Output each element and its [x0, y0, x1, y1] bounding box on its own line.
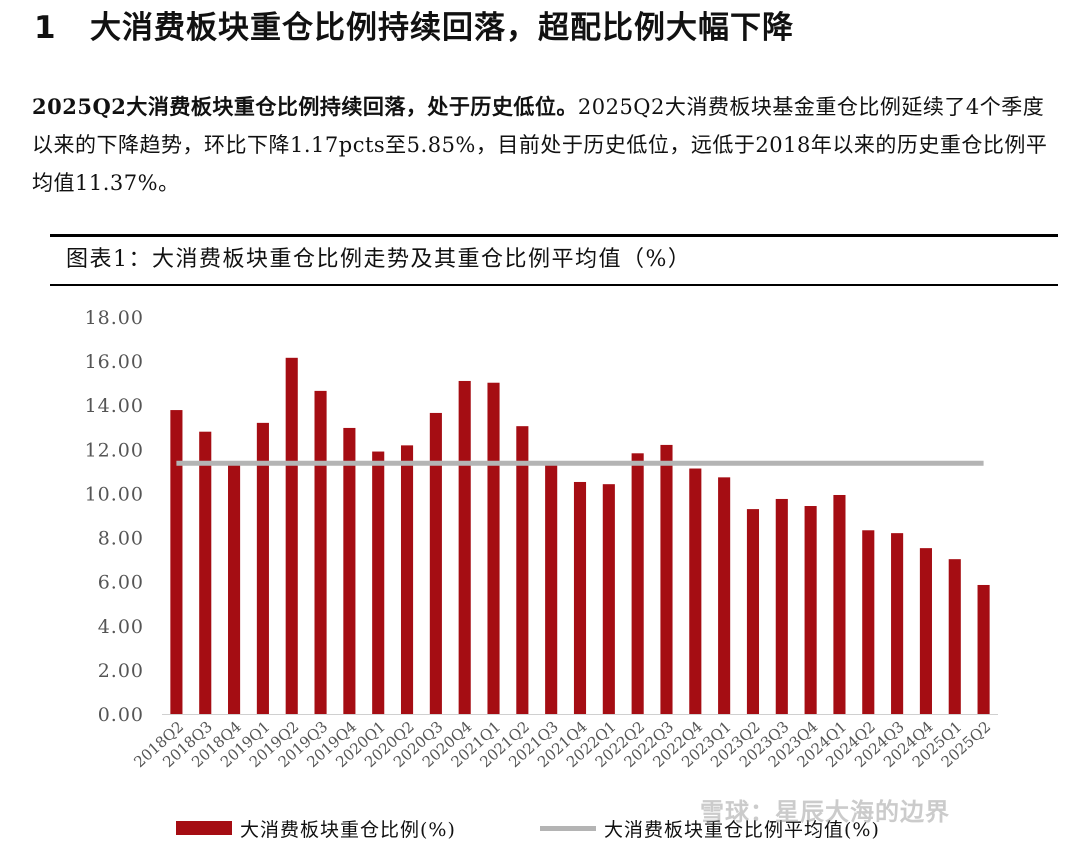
figure-bottom-rule [50, 284, 1058, 286]
y-tick-label: 18.00 [85, 307, 144, 329]
bar [487, 382, 500, 714]
bar [660, 444, 673, 714]
section-heading: 大消费板块重仓比例持续回落，超配比例大幅下降 [90, 10, 794, 46]
bar [833, 494, 846, 714]
bar [919, 548, 932, 714]
y-tick-label: 4.00 [98, 616, 144, 638]
bar [689, 468, 702, 714]
bar [718, 477, 731, 714]
bar [746, 509, 760, 714]
bar [372, 451, 385, 714]
legend-item-average: 大消费板块重仓比例平均值(%) [540, 814, 880, 842]
bar [400, 445, 414, 714]
bar [170, 410, 183, 714]
figure-title: 图表1：大消费板块重仓比例走势及其重仓比例平均值（%） [66, 247, 692, 272]
legend-item-ratio: 大消费板块重仓比例(%) [176, 814, 456, 842]
bar [631, 453, 644, 714]
section-number: 1 [34, 10, 57, 46]
bar [314, 390, 327, 714]
bar [199, 431, 212, 714]
chart-legend: 大消费板块重仓比例(%) 大消费板块重仓比例平均值(%) [0, 808, 1080, 848]
y-tick-label: 2.00 [98, 660, 144, 682]
bar [516, 426, 529, 714]
bar [429, 412, 442, 714]
y-tick-label: 14.00 [85, 395, 144, 417]
bar [545, 465, 558, 714]
bar [948, 559, 961, 714]
bar [343, 427, 356, 714]
bar [256, 422, 269, 714]
bar-chart: 0.00 2.00 4.00 6.00 8.00 10.00 12.00 14.00 16.00… [85, 307, 998, 771]
figure-top-rule [50, 234, 1058, 237]
bar [862, 530, 875, 714]
section-title: 1 大消费板块重仓比例持续回落，超配比例大幅下降 [34, 6, 794, 50]
y-tick-label: 16.00 [85, 351, 144, 373]
y-tick-label: 0.00 [98, 704, 144, 726]
intro-lead: 2025Q2大消费板块重仓比例持续回落，处于历史低位。 [32, 94, 578, 119]
intro-paragraph: 2025Q2大消费板块重仓比例持续回落，处于历史低位。2025Q2大消费板块基金… [32, 88, 1062, 202]
bar [977, 584, 990, 714]
bar [458, 380, 471, 714]
y-tick-label: 8.00 [98, 528, 144, 550]
intro-text: 2025Q2大消费板块基金重仓比例延续了4个季度以来的下降趋势，环比下降1.17… [32, 95, 1048, 195]
watermark-text: 雪球：星辰大海的边界 [700, 798, 950, 826]
legend-label-ratio: 大消费板块重仓比例(%) [240, 818, 456, 841]
bar [285, 357, 298, 714]
bar [891, 533, 904, 714]
y-tick-label: 10.00 [85, 483, 144, 505]
bar [602, 484, 615, 714]
bar [228, 464, 241, 714]
legend-label-average: 大消费板块重仓比例平均值(%) [604, 818, 880, 841]
bar [573, 481, 587, 714]
y-tick-label: 6.00 [98, 572, 144, 594]
y-tick-label: 12.00 [85, 439, 144, 461]
legend-swatch-ratio [176, 821, 232, 835]
bar [804, 506, 817, 714]
bar [775, 498, 788, 714]
legend-swatch-average [540, 825, 596, 831]
